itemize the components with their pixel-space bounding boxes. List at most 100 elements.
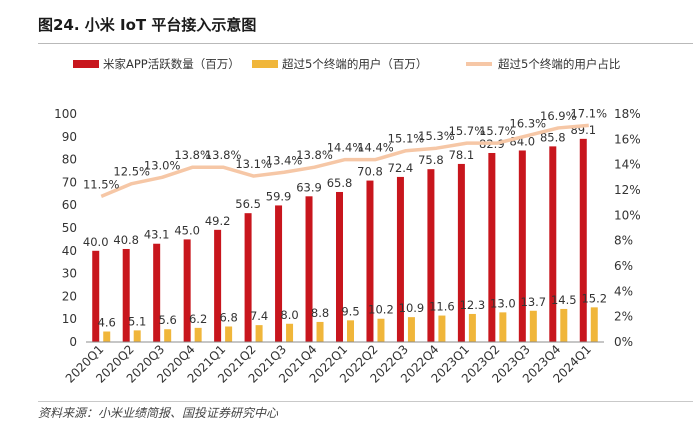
bar-multi bbox=[590, 307, 598, 342]
bar-multi bbox=[407, 317, 415, 342]
ratio-point-label: 11.5% bbox=[83, 177, 120, 191]
ratio-point-label: 16.3% bbox=[510, 117, 547, 131]
bar-multi-label: 7.4 bbox=[250, 309, 268, 323]
bar-multi-label: 11.6 bbox=[429, 300, 455, 314]
bar-active bbox=[396, 176, 404, 342]
x-axis: 2020Q12020Q22020Q32020Q42021Q12021Q22021… bbox=[63, 341, 604, 386]
bar-multi bbox=[133, 330, 141, 342]
bar-multi bbox=[103, 331, 111, 342]
bar-active-label: 75.8 bbox=[418, 153, 444, 167]
bar-active bbox=[427, 169, 435, 342]
y-right-tick-label: 0% bbox=[614, 335, 633, 349]
bar-multi-label: 10.9 bbox=[399, 301, 425, 315]
ratio-point-label: 13.8% bbox=[296, 148, 333, 162]
title-divider bbox=[38, 43, 693, 44]
source-divider bbox=[38, 401, 693, 402]
ratio-point-label: 17.1% bbox=[570, 106, 607, 120]
bar-active-label: 45.0 bbox=[174, 223, 200, 237]
y-left-tick-label: 0 bbox=[69, 335, 77, 349]
ratio-point-label: 13.8% bbox=[205, 148, 242, 162]
y-left-tick-label: 20 bbox=[62, 289, 77, 303]
bar-active bbox=[488, 152, 496, 342]
y-left-tick-label: 100 bbox=[54, 107, 77, 121]
bar-active-label: 72.4 bbox=[388, 161, 414, 175]
bar-multi-label: 13.7 bbox=[521, 295, 547, 309]
legend-label-ratio: 超过5个终端的用户占比 bbox=[498, 57, 620, 71]
y-right-tick-label: 14% bbox=[614, 158, 641, 172]
ratio-line-group: 11.5%12.5%13.0%13.8%13.8%13.1%13.4%13.8%… bbox=[83, 106, 607, 198]
y-left-tick-label: 50 bbox=[62, 221, 77, 235]
y-axis-right: 0% 2% 4% 6% 8% 10% 12% 14% 16% 18% bbox=[614, 107, 641, 349]
bar-multi bbox=[194, 327, 202, 342]
y-right-tick-label: 10% bbox=[614, 208, 641, 222]
bar-active-label: 40.8 bbox=[113, 233, 139, 247]
bar-active bbox=[336, 191, 343, 342]
bar-active-label: 63.9 bbox=[296, 180, 322, 194]
bar-multi bbox=[164, 329, 172, 342]
y-left-tick-label: 60 bbox=[62, 198, 77, 212]
y-left-tick-label: 90 bbox=[62, 130, 77, 144]
bar-multi-label: 4.6 bbox=[98, 316, 116, 330]
bar-active bbox=[457, 163, 465, 342]
ratio-point-label: 15.7% bbox=[479, 124, 516, 138]
bar-multi-label: 5.1 bbox=[128, 314, 146, 328]
ratio-point-label: 13.8% bbox=[174, 148, 211, 162]
bar-multi-label: 6.8 bbox=[219, 310, 237, 324]
bar-active-label: 59.9 bbox=[266, 189, 292, 203]
y-right-tick-label: 6% bbox=[614, 259, 633, 273]
ratio-point-label: 15.3% bbox=[418, 129, 455, 143]
ratio-point-label: 14.4% bbox=[327, 141, 364, 155]
y-left-tick-label: 30 bbox=[62, 267, 77, 281]
bar-active bbox=[518, 150, 526, 342]
y-right-tick-label: 4% bbox=[614, 284, 633, 298]
ratio-point-label: 15.7% bbox=[449, 124, 486, 138]
bar-active-label: 49.2 bbox=[205, 214, 231, 228]
bar-multi-label: 8.0 bbox=[280, 308, 298, 322]
bar-active-label: 43.1 bbox=[144, 228, 170, 242]
y-right-tick-label: 2% bbox=[614, 310, 633, 324]
legend-swatch-multi bbox=[252, 60, 278, 68]
y-right-tick-label: 8% bbox=[614, 234, 633, 248]
bar-multi bbox=[316, 321, 324, 342]
bar-multi bbox=[468, 313, 476, 342]
bar-active bbox=[183, 239, 191, 342]
y-right-tick-label: 16% bbox=[614, 132, 641, 146]
bar-active bbox=[275, 205, 283, 342]
ratio-point-label: 15.1% bbox=[388, 132, 425, 146]
bar-multi-label: 9.5 bbox=[341, 304, 359, 318]
y-left-tick-label: 70 bbox=[62, 175, 77, 189]
legend-swatch-active bbox=[73, 60, 99, 68]
bar-multi-label: 12.3 bbox=[460, 298, 486, 312]
bar-active bbox=[305, 196, 313, 342]
bar-group: 40.0 4.6 40.8 5.1 43.1 5.6 45.0 6.2 49.2 6.8 56.5 7… bbox=[83, 123, 607, 342]
y-left-tick-label: 80 bbox=[62, 153, 77, 167]
legend-label-active: 米家APP活跃数量（百万） bbox=[103, 57, 240, 71]
bar-active-label: 40.0 bbox=[83, 235, 109, 249]
y-right-tick-label: 12% bbox=[614, 183, 641, 197]
bar-active bbox=[579, 138, 587, 342]
bar-active bbox=[244, 213, 252, 342]
bar-multi bbox=[499, 312, 507, 342]
ratio-point-label: 16.9% bbox=[540, 109, 577, 123]
figure-title: 图24. 小米 IoT 平台接入示意图 bbox=[38, 16, 257, 34]
bar-active-label: 85.8 bbox=[540, 130, 566, 144]
bar-active-label: 56.5 bbox=[235, 197, 261, 211]
legend-label-multi: 超过5个终端的用户（百万） bbox=[282, 57, 427, 71]
bar-active-label: 65.8 bbox=[327, 176, 353, 190]
bar-active-label: 70.8 bbox=[357, 165, 383, 179]
legend: 米家APP活跃数量（百万） 超过5个终端的用户（百万） 超过5个终端的用户占比 bbox=[73, 57, 620, 71]
ratio-point-label: 14.4% bbox=[357, 141, 394, 155]
bar-multi bbox=[529, 310, 537, 342]
bar-multi-label: 5.6 bbox=[159, 313, 177, 327]
bar-active bbox=[549, 146, 557, 342]
ratio-point-label: 12.5% bbox=[113, 165, 150, 179]
bar-active bbox=[366, 180, 374, 342]
bar-multi-label: 13.0 bbox=[490, 296, 516, 310]
bar-multi-label: 14.5 bbox=[551, 293, 577, 307]
bar-active bbox=[153, 243, 161, 342]
y-left-tick-label: 40 bbox=[62, 244, 77, 258]
y-axis-left: 0 10 20 30 40 50 60 70 80 90 100 bbox=[54, 107, 77, 349]
bar-multi-label: 6.2 bbox=[189, 312, 207, 326]
y-left-tick-label: 10 bbox=[62, 312, 77, 326]
